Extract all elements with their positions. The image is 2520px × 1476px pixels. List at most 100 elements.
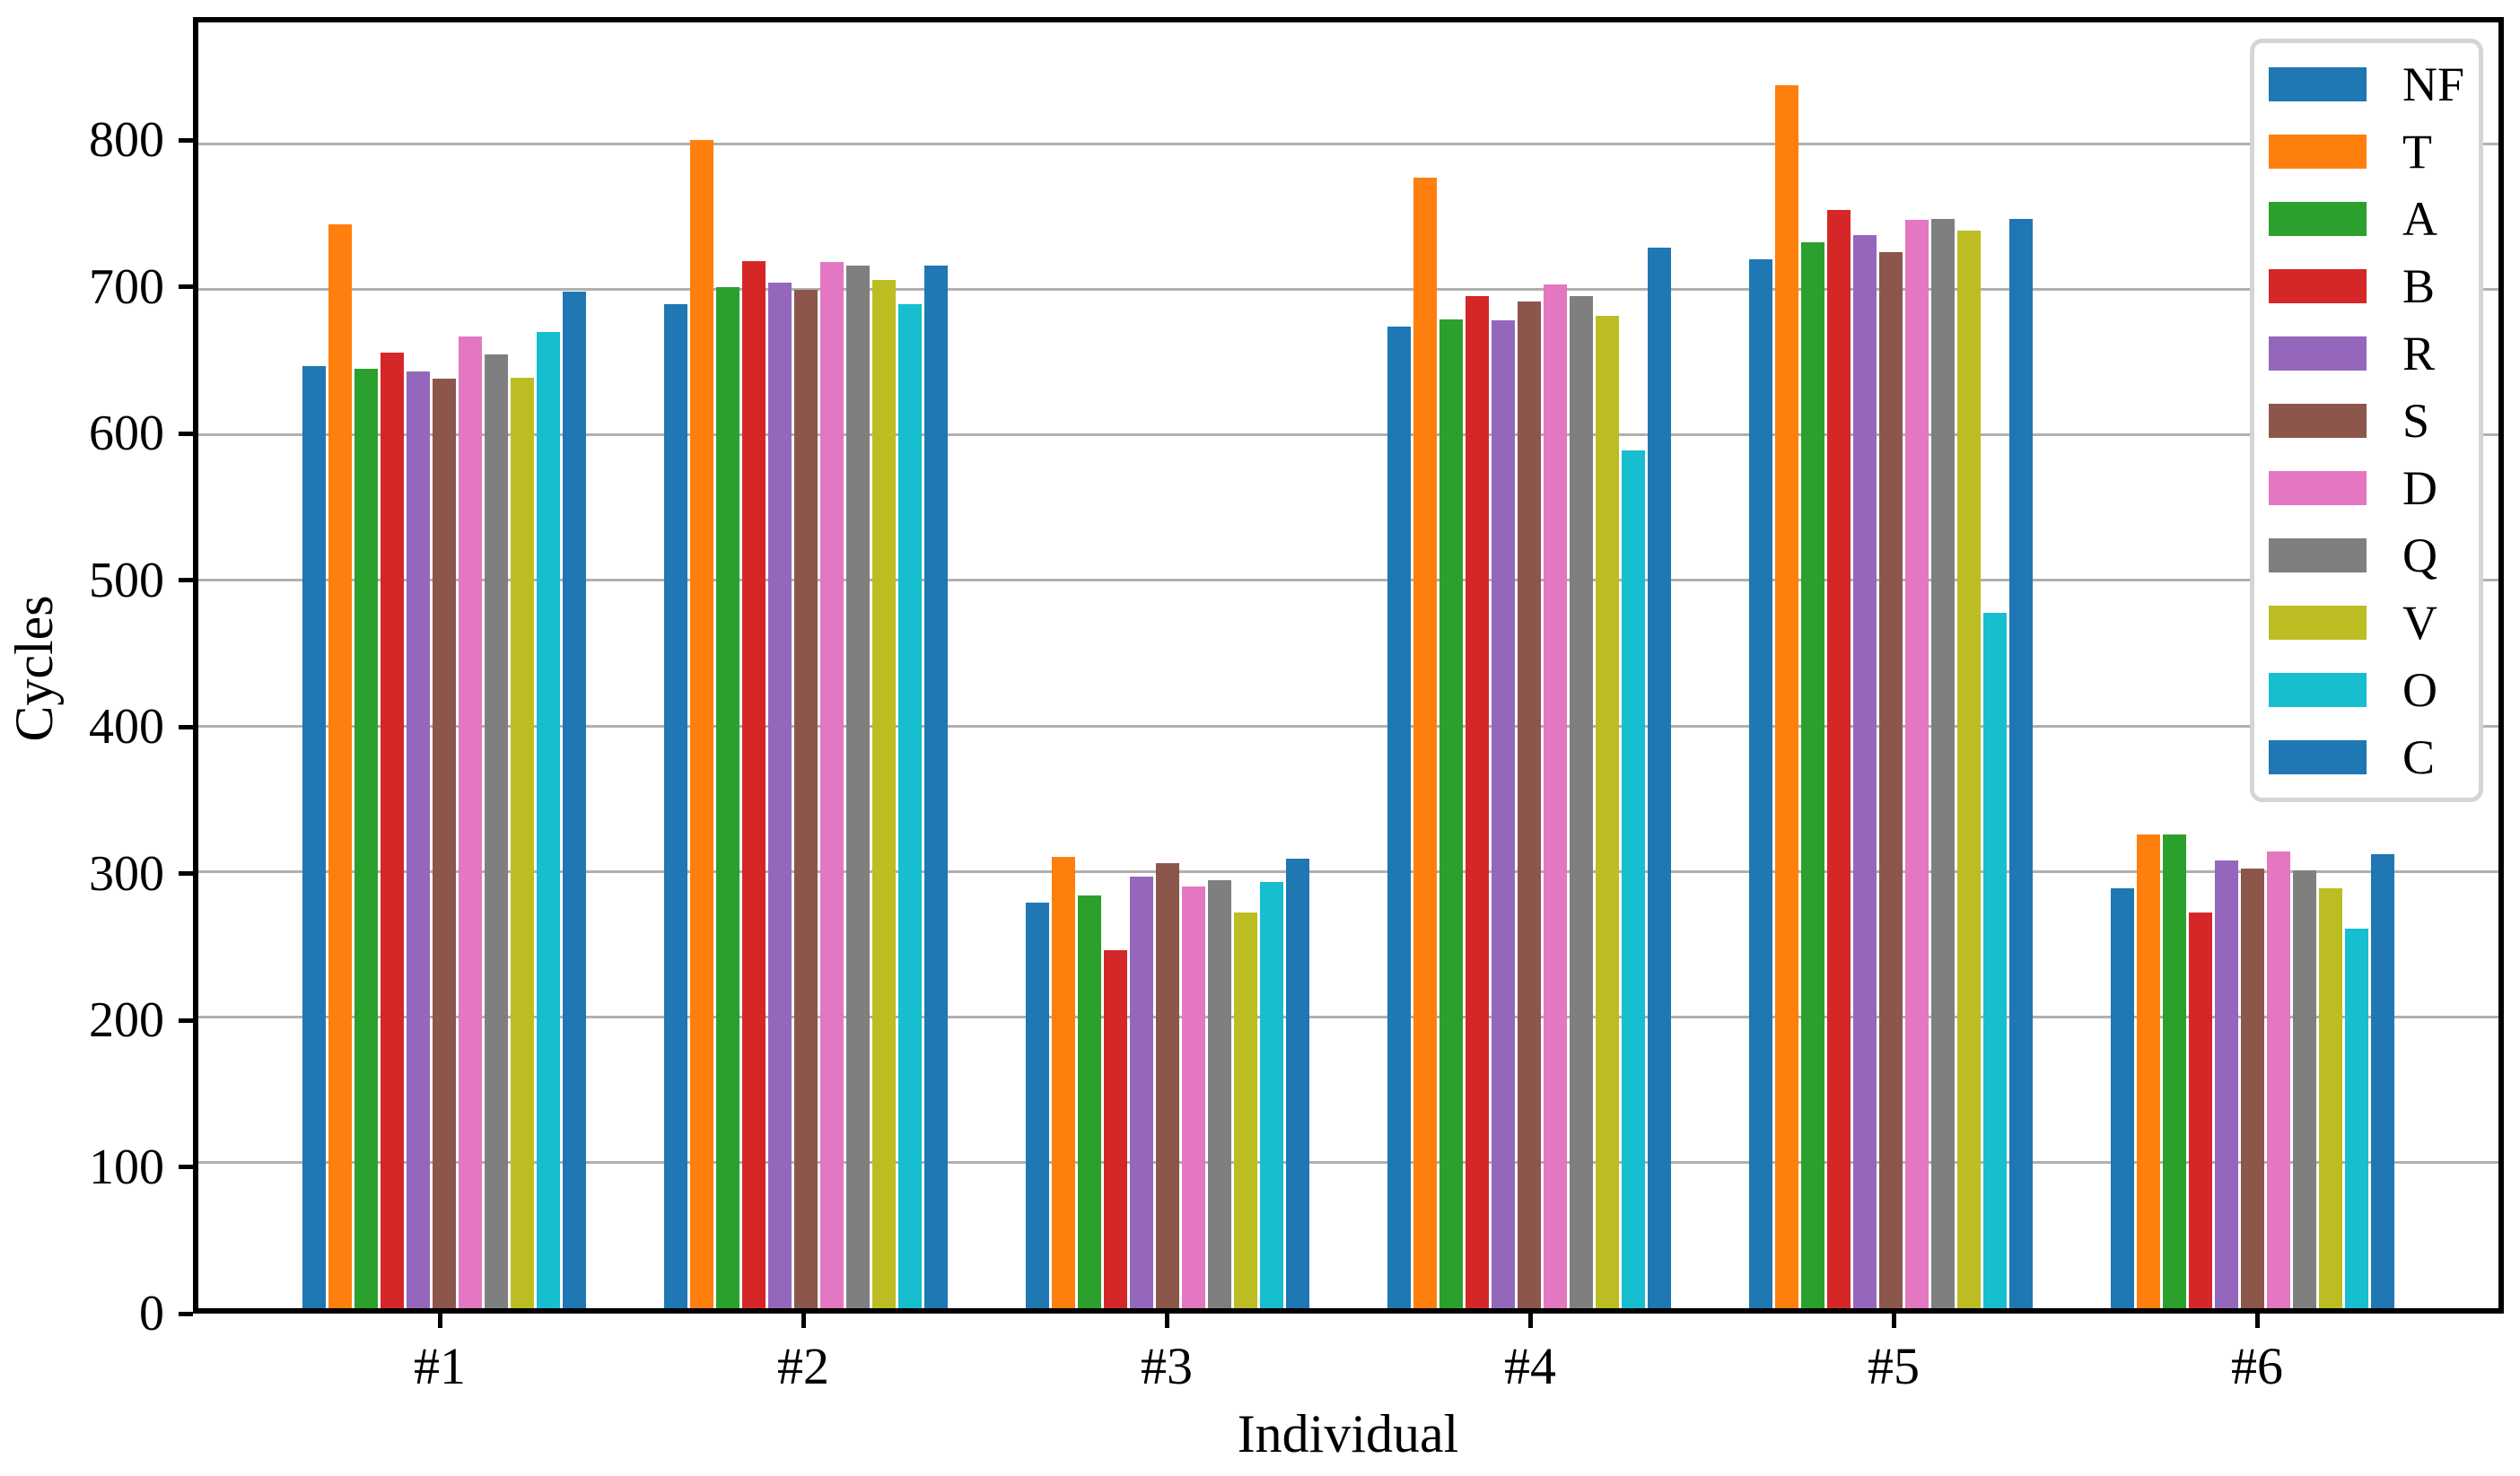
x-tick-label-5: #5	[1868, 1337, 1920, 1395]
legend-swatch-b	[2269, 268, 2367, 303]
y-tick-label-600: 600	[89, 406, 164, 462]
bar-b-5	[1827, 210, 1851, 1308]
bar-v-5	[1957, 230, 1982, 1308]
x-axis-label: Individual	[1237, 1404, 1459, 1463]
plot-area	[193, 17, 2504, 1314]
legend-swatch-v	[2269, 605, 2367, 640]
bar-s-2	[793, 290, 818, 1308]
bar-a-6	[2163, 834, 2187, 1308]
legend-swatch-d	[2269, 470, 2367, 505]
gridline-y-400	[198, 724, 2498, 728]
bar-o-5	[1983, 613, 2008, 1308]
y-tick-mark-800	[179, 137, 193, 143]
y-tick-mark-300	[179, 871, 193, 877]
bar-s-1	[432, 379, 456, 1308]
bar-b-3	[1103, 950, 1127, 1308]
gridline-y-300	[198, 869, 2498, 873]
legend-item-b: B	[2269, 252, 2479, 319]
bar-o-4	[1622, 450, 1646, 1308]
x-tick-mark-1	[437, 1314, 442, 1328]
bar-v-4	[1596, 316, 1620, 1308]
y-tick-mark-400	[179, 724, 193, 729]
y-tick-label-200: 200	[89, 992, 164, 1049]
y-tick-label-500: 500	[89, 552, 164, 608]
legend-label-q: Q	[2402, 528, 2437, 582]
bar-c-6	[2371, 854, 2395, 1308]
bar-group-5	[1749, 22, 2034, 1308]
y-tick-mark-0	[179, 1311, 193, 1316]
bar-a-1	[354, 368, 378, 1308]
bar-v-2	[871, 279, 896, 1308]
bar-d-1	[458, 336, 482, 1308]
bar-d-5	[1905, 220, 1929, 1308]
bar-group-4	[1387, 22, 1672, 1308]
legend-label-r: R	[2402, 326, 2436, 380]
legend-label-b: B	[2402, 258, 2436, 313]
x-tick-label-6: #6	[2231, 1337, 2283, 1395]
legend-swatch-q	[2269, 537, 2367, 572]
legend: NF T A B R S D Q V O C	[2250, 39, 2483, 802]
gridline-y-700	[198, 288, 2498, 292]
y-tick-mark-700	[179, 284, 193, 290]
bar-t-6	[2137, 834, 2161, 1308]
legend-item-nf: NF	[2269, 50, 2479, 118]
bar-q-2	[845, 265, 870, 1308]
legend-swatch-c	[2269, 739, 2367, 774]
bar-nf-2	[663, 304, 687, 1308]
bar-c-2	[923, 265, 948, 1308]
legend-item-q: Q	[2269, 521, 2479, 589]
legend-label-d: D	[2402, 460, 2437, 515]
bar-r-4	[1492, 320, 1516, 1308]
bar-q-1	[484, 354, 508, 1308]
bar-q-4	[1570, 295, 1594, 1308]
x-tick-label-4: #4	[1504, 1337, 1556, 1395]
legend-label-a: A	[2402, 191, 2437, 246]
bar-q-3	[1207, 880, 1231, 1308]
y-tick-label-300: 300	[89, 845, 164, 902]
legend-label-o: O	[2402, 662, 2437, 717]
bar-d-3	[1181, 886, 1205, 1308]
bar-q-5	[1931, 218, 1956, 1308]
legend-label-nf: NF	[2402, 57, 2465, 111]
bar-r-1	[406, 371, 430, 1308]
bar-o-3	[1259, 882, 1283, 1308]
legend-item-v: V	[2269, 589, 2479, 656]
bar-s-5	[1879, 252, 1903, 1308]
bar-a-2	[715, 287, 739, 1308]
y-tick-mark-200	[179, 1017, 193, 1023]
x-tick-mark-4	[1527, 1314, 1533, 1328]
x-tick-label-1: #1	[414, 1337, 466, 1395]
legend-label-s: S	[2402, 393, 2430, 448]
y-tick-mark-100	[179, 1165, 193, 1170]
bar-b-6	[2189, 913, 2213, 1308]
bar-o-6	[2345, 928, 2369, 1308]
legend-item-t: T	[2269, 118, 2479, 185]
bar-s-3	[1155, 862, 1179, 1308]
legend-swatch-o	[2269, 672, 2367, 707]
y-tick-label-700: 700	[89, 258, 164, 315]
legend-label-t: T	[2402, 124, 2432, 179]
bar-b-4	[1466, 295, 1490, 1308]
bar-nf-6	[2111, 887, 2135, 1308]
bar-s-6	[2241, 869, 2265, 1308]
bar-d-6	[2267, 852, 2291, 1308]
bar-c-4	[1648, 248, 1672, 1308]
legend-swatch-s	[2269, 403, 2367, 438]
bar-b-1	[380, 352, 404, 1308]
bar-b-2	[741, 260, 766, 1308]
bar-s-4	[1518, 301, 1542, 1308]
gridline-y-200	[198, 1015, 2498, 1018]
y-axis-label: Cycles	[4, 595, 64, 742]
bar-t-3	[1051, 857, 1075, 1308]
x-tick-mark-6	[2254, 1314, 2260, 1328]
bar-group-6	[2111, 22, 2395, 1308]
legend-swatch-r	[2269, 336, 2367, 371]
legend-item-r: R	[2269, 319, 2479, 387]
bar-t-1	[328, 224, 352, 1308]
gridline-y-600	[198, 433, 2498, 437]
gridline-y-800	[198, 143, 2498, 146]
y-tick-mark-500	[179, 578, 193, 583]
y-tick-label-0: 0	[139, 1286, 164, 1341]
bar-nf-5	[1749, 259, 1773, 1308]
y-tick-mark-600	[179, 431, 193, 436]
